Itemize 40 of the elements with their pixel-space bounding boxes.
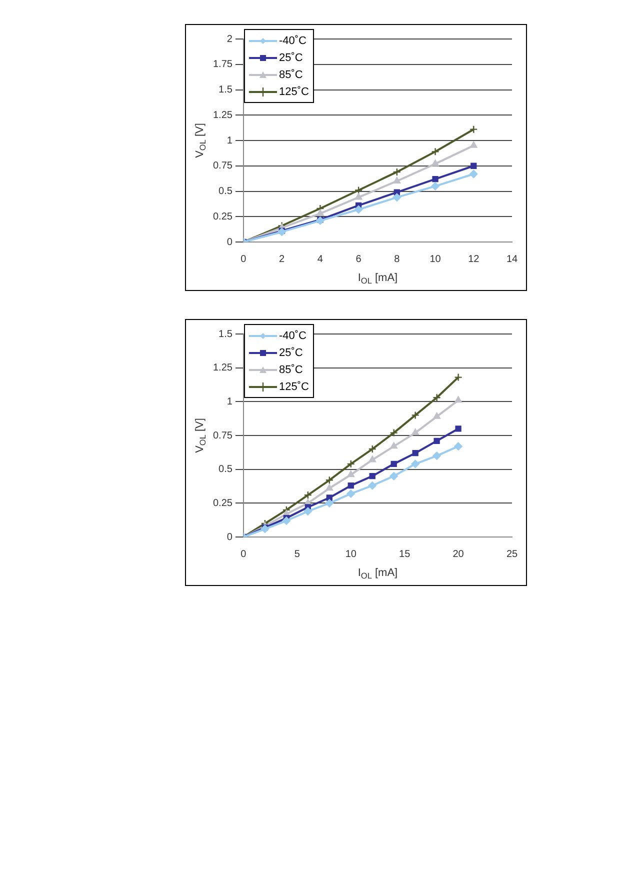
y-tick-label: 1 xyxy=(226,135,233,146)
x-tick-label: 25 xyxy=(506,548,518,560)
y-tick-label: 0.5 xyxy=(218,186,233,197)
y-tick-label: 1.75 xyxy=(212,59,233,70)
y-tick-label: 1.5 xyxy=(218,328,233,340)
x-tick-label: 15 xyxy=(399,548,411,560)
legend-label: 125˚C xyxy=(279,380,309,392)
x-tick-label: 12 xyxy=(468,254,480,265)
x-tick-label: 10 xyxy=(430,254,442,265)
legend-label: -40˚C xyxy=(279,34,307,46)
y-tick-label: 0.75 xyxy=(212,160,233,172)
legend-label: 85˚C xyxy=(279,68,303,80)
y-axis-title: VOL [V] xyxy=(194,123,208,158)
y-tick-label: 1.5 xyxy=(218,84,233,96)
legend-label: -40˚C xyxy=(279,330,307,342)
y-tick-label: 1.25 xyxy=(212,110,233,121)
x-tick-label: 5 xyxy=(294,548,300,560)
y-tick-label: 1.25 xyxy=(212,362,233,374)
x-tick-label: 20 xyxy=(452,548,464,560)
y-tick-label: 0.5 xyxy=(218,464,233,476)
x-tick-label: 8 xyxy=(394,254,400,265)
y-tick-label: 0.75 xyxy=(212,430,233,442)
x-tick-label: 14 xyxy=(506,254,518,265)
legend-label: 25˚C xyxy=(279,52,303,64)
x-tick-label: 0 xyxy=(240,254,247,265)
y-axis-title: VOL [V] xyxy=(194,418,208,453)
legend-label: 85˚C xyxy=(279,364,303,376)
x-tick-label: 4 xyxy=(317,254,324,265)
y-tick-label: 0.25 xyxy=(212,498,233,509)
x-tick-label: 0 xyxy=(240,548,247,560)
legend-label: 125˚C xyxy=(279,86,309,98)
y-tick-label: 1 xyxy=(226,396,233,408)
y-tick-label: 2 xyxy=(226,34,233,45)
legend-label: 25˚C xyxy=(279,346,303,358)
y-tick-label: 0.25 xyxy=(212,211,233,222)
x-tick-label: 6 xyxy=(356,254,362,265)
y-tick-label: 0 xyxy=(226,236,233,248)
x-tick-label: 2 xyxy=(279,254,286,265)
x-tick-label: 10 xyxy=(345,548,357,560)
y-tick-label: 0 xyxy=(226,532,233,543)
